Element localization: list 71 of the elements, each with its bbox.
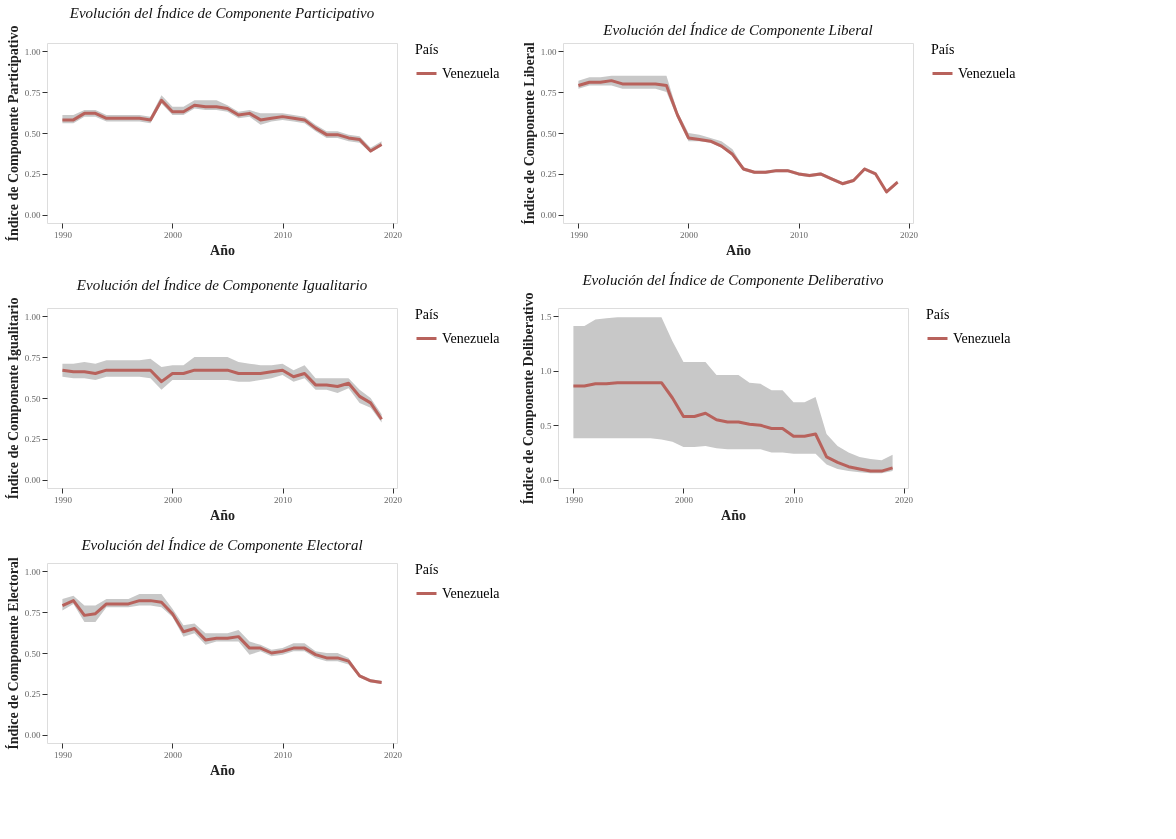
legend-label: Venezuela [953, 330, 1012, 346]
y-tick-label: 1.5 [540, 311, 552, 322]
y-tick-label: 1.00 [24, 311, 41, 322]
y-tick-label: 0.50 [24, 128, 41, 139]
x-axis-title: Año [210, 762, 235, 778]
line-series [60, 368, 384, 421]
legend-label: Venezuela [958, 65, 1017, 81]
y-tick-label: 0.0 [540, 475, 552, 486]
y-axis-title: Índice de Componente Participativo [4, 25, 21, 242]
y-tick-label: 0.25 [24, 434, 41, 445]
x-tick-label: 1990 [53, 494, 73, 505]
x-axis-title: Año [210, 507, 235, 523]
x-tick-label: 1990 [569, 229, 589, 240]
legend-title: País [415, 307, 439, 322]
x-tick-label: 2010 [274, 494, 293, 505]
y-axis-title: Índice de Componente Liberal [520, 42, 537, 225]
x-tick-label: 2020 [900, 229, 919, 240]
y-tick-label: 0.5 [540, 420, 552, 431]
y-tick-label: 0.25 [24, 169, 41, 180]
x-tick-label: 2010 [785, 494, 804, 505]
x-tick-label: 1990 [53, 229, 73, 240]
x-tick-label: 2020 [384, 494, 403, 505]
chart-title: Evolución del Índice de Componente Participativo [68, 5, 375, 22]
x-tick-label: 2010 [790, 229, 809, 240]
y-tick-label: 0.50 [24, 648, 41, 659]
y-axis-title: Índice de Componente Deliberativo [520, 292, 537, 505]
legend-title: País [415, 42, 439, 57]
x-tick-label: 2020 [895, 494, 914, 505]
chart-title: Evolución del Índice de Componente Igualitario [75, 277, 368, 294]
x-axis-title: Año [210, 242, 235, 258]
x-tick-label: 2000 [674, 494, 694, 505]
legend-label: Venezuela [442, 330, 501, 346]
x-tick-label: 2000 [163, 749, 183, 760]
x-tick-label: 2000 [163, 494, 183, 505]
legend-title: País [931, 42, 955, 57]
legend-title: País [415, 562, 439, 577]
y-tick-label: 0.00 [24, 475, 41, 486]
x-tick-label: 2010 [274, 229, 293, 240]
legend-label: Venezuela [442, 65, 501, 81]
chart-title: Evolución del Índice de Componente Electoral [80, 536, 363, 553]
chart-title: Evolución del Índice de Componente Deliberativo [581, 272, 885, 289]
y-tick-label: 0.25 [540, 169, 557, 180]
x-tick-label: 2000 [679, 229, 699, 240]
y-tick-label: 0.75 [24, 87, 41, 98]
legend-title: País [926, 307, 950, 322]
x-tick-label: 2010 [274, 749, 293, 760]
y-tick-label: 0.00 [24, 730, 41, 741]
y-tick-label: 0.75 [540, 87, 557, 98]
x-tick-label: 1990 [564, 494, 584, 505]
y-tick-label: 0.50 [540, 128, 557, 139]
chart-title: Evolución del Índice de Componente Liberal [602, 21, 873, 38]
x-axis-title: Año [726, 242, 751, 258]
x-tick-label: 2020 [384, 749, 403, 760]
y-tick-label: 0.25 [24, 689, 41, 700]
y-axis-title: Índice de Componente Electoral [4, 557, 21, 750]
legend-label: Venezuela [442, 585, 501, 601]
y-tick-label: 0.75 [24, 607, 41, 618]
y-tick-label: 0.00 [540, 210, 557, 221]
y-tick-label: 1.0 [540, 366, 552, 377]
line-series [571, 381, 895, 473]
y-tick-label: 1.00 [24, 566, 41, 577]
y-tick-label: 0.00 [24, 210, 41, 221]
y-tick-label: 1.00 [24, 46, 41, 57]
y-axis-title: Índice de Componente Igualitario [4, 297, 21, 500]
y-tick-label: 0.50 [24, 393, 41, 404]
x-axis-title: Año [721, 507, 746, 523]
y-tick-label: 1.00 [540, 46, 557, 57]
x-tick-label: 1990 [53, 749, 73, 760]
x-tick-label: 2020 [384, 229, 403, 240]
y-tick-label: 0.75 [24, 352, 41, 363]
x-tick-label: 2000 [163, 229, 183, 240]
